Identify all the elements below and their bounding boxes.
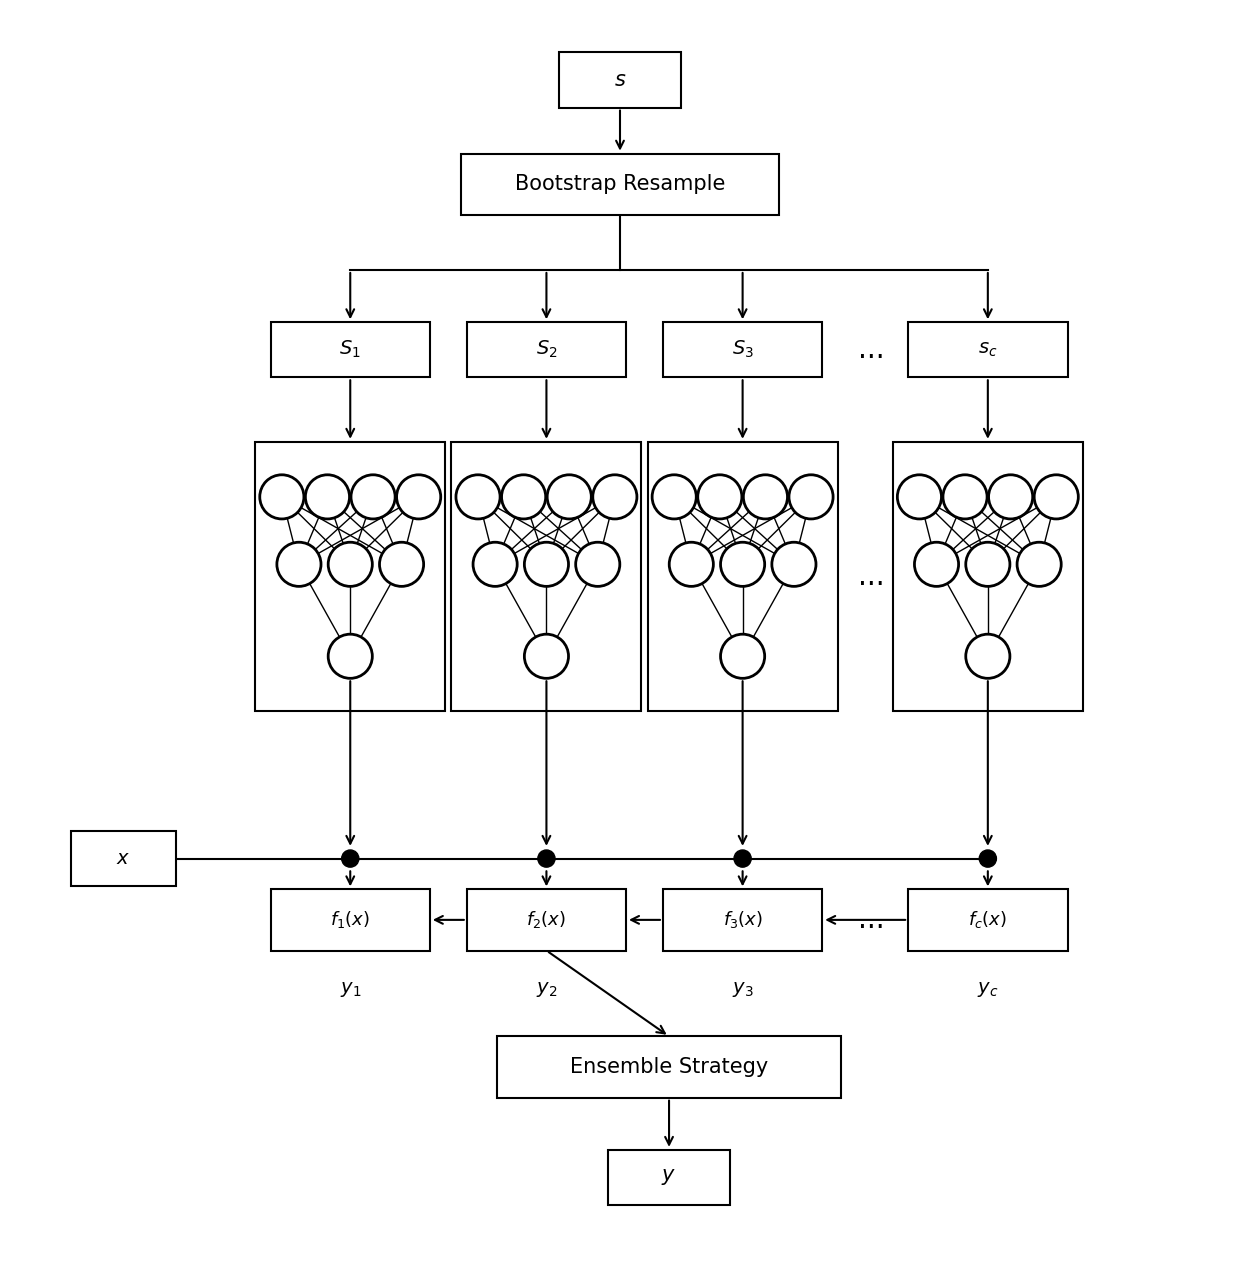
Text: $S_2$: $S_2$ bbox=[536, 339, 557, 361]
Circle shape bbox=[652, 475, 697, 519]
Circle shape bbox=[942, 475, 987, 519]
Text: $y_c$: $y_c$ bbox=[977, 980, 998, 999]
Circle shape bbox=[720, 634, 765, 679]
FancyBboxPatch shape bbox=[466, 322, 626, 377]
Circle shape bbox=[456, 475, 500, 519]
Circle shape bbox=[525, 634, 568, 679]
Text: $y_1$: $y_1$ bbox=[340, 980, 361, 999]
FancyBboxPatch shape bbox=[460, 153, 780, 215]
Circle shape bbox=[898, 475, 941, 519]
Text: $s$: $s$ bbox=[614, 70, 626, 90]
FancyBboxPatch shape bbox=[270, 322, 430, 377]
Circle shape bbox=[397, 475, 440, 519]
Circle shape bbox=[379, 542, 424, 586]
Circle shape bbox=[1017, 542, 1061, 586]
Text: $x$: $x$ bbox=[117, 849, 130, 868]
Circle shape bbox=[966, 634, 1009, 679]
Circle shape bbox=[698, 475, 742, 519]
Text: Bootstrap Resample: Bootstrap Resample bbox=[515, 174, 725, 194]
FancyBboxPatch shape bbox=[270, 889, 430, 951]
Circle shape bbox=[575, 542, 620, 586]
FancyBboxPatch shape bbox=[451, 442, 641, 711]
Text: $y_3$: $y_3$ bbox=[732, 980, 754, 999]
Circle shape bbox=[305, 475, 350, 519]
Text: ...: ... bbox=[858, 563, 884, 591]
Circle shape bbox=[670, 542, 713, 586]
Circle shape bbox=[1034, 475, 1079, 519]
FancyBboxPatch shape bbox=[647, 442, 838, 711]
Circle shape bbox=[525, 542, 568, 586]
Text: $f_c(x)$: $f_c(x)$ bbox=[968, 909, 1007, 930]
Text: $S_1$: $S_1$ bbox=[340, 339, 361, 361]
FancyBboxPatch shape bbox=[908, 889, 1068, 951]
Circle shape bbox=[789, 475, 833, 519]
FancyBboxPatch shape bbox=[72, 831, 176, 886]
FancyBboxPatch shape bbox=[663, 889, 822, 951]
Circle shape bbox=[329, 634, 372, 679]
Circle shape bbox=[547, 475, 591, 519]
FancyBboxPatch shape bbox=[466, 889, 626, 951]
FancyBboxPatch shape bbox=[559, 53, 681, 108]
Circle shape bbox=[966, 542, 1009, 586]
FancyBboxPatch shape bbox=[255, 442, 445, 711]
Circle shape bbox=[771, 542, 816, 586]
FancyBboxPatch shape bbox=[908, 322, 1068, 377]
Text: $f_2(x)$: $f_2(x)$ bbox=[527, 909, 567, 930]
Circle shape bbox=[980, 850, 997, 867]
Text: Ensemble Strategy: Ensemble Strategy bbox=[570, 1057, 768, 1077]
Circle shape bbox=[538, 850, 556, 867]
Circle shape bbox=[501, 475, 546, 519]
Circle shape bbox=[988, 475, 1033, 519]
Text: $s_c$: $s_c$ bbox=[978, 340, 997, 359]
Circle shape bbox=[720, 542, 765, 586]
FancyBboxPatch shape bbox=[663, 322, 822, 377]
FancyBboxPatch shape bbox=[893, 442, 1083, 711]
Text: $f_3(x)$: $f_3(x)$ bbox=[723, 909, 763, 930]
Circle shape bbox=[259, 475, 304, 519]
Text: $y_2$: $y_2$ bbox=[536, 980, 557, 999]
Text: $S_3$: $S_3$ bbox=[732, 339, 754, 361]
FancyBboxPatch shape bbox=[608, 1150, 730, 1206]
Circle shape bbox=[351, 475, 396, 519]
Circle shape bbox=[329, 542, 372, 586]
Circle shape bbox=[914, 542, 959, 586]
FancyBboxPatch shape bbox=[497, 1037, 841, 1097]
Circle shape bbox=[734, 850, 751, 867]
Circle shape bbox=[743, 475, 787, 519]
Text: $f_1(x)$: $f_1(x)$ bbox=[330, 909, 371, 930]
Text: $y$: $y$ bbox=[661, 1167, 677, 1188]
Circle shape bbox=[593, 475, 637, 519]
Circle shape bbox=[472, 542, 517, 586]
Text: ...: ... bbox=[858, 905, 884, 934]
Circle shape bbox=[342, 850, 358, 867]
Circle shape bbox=[277, 542, 321, 586]
Text: ...: ... bbox=[858, 336, 884, 363]
